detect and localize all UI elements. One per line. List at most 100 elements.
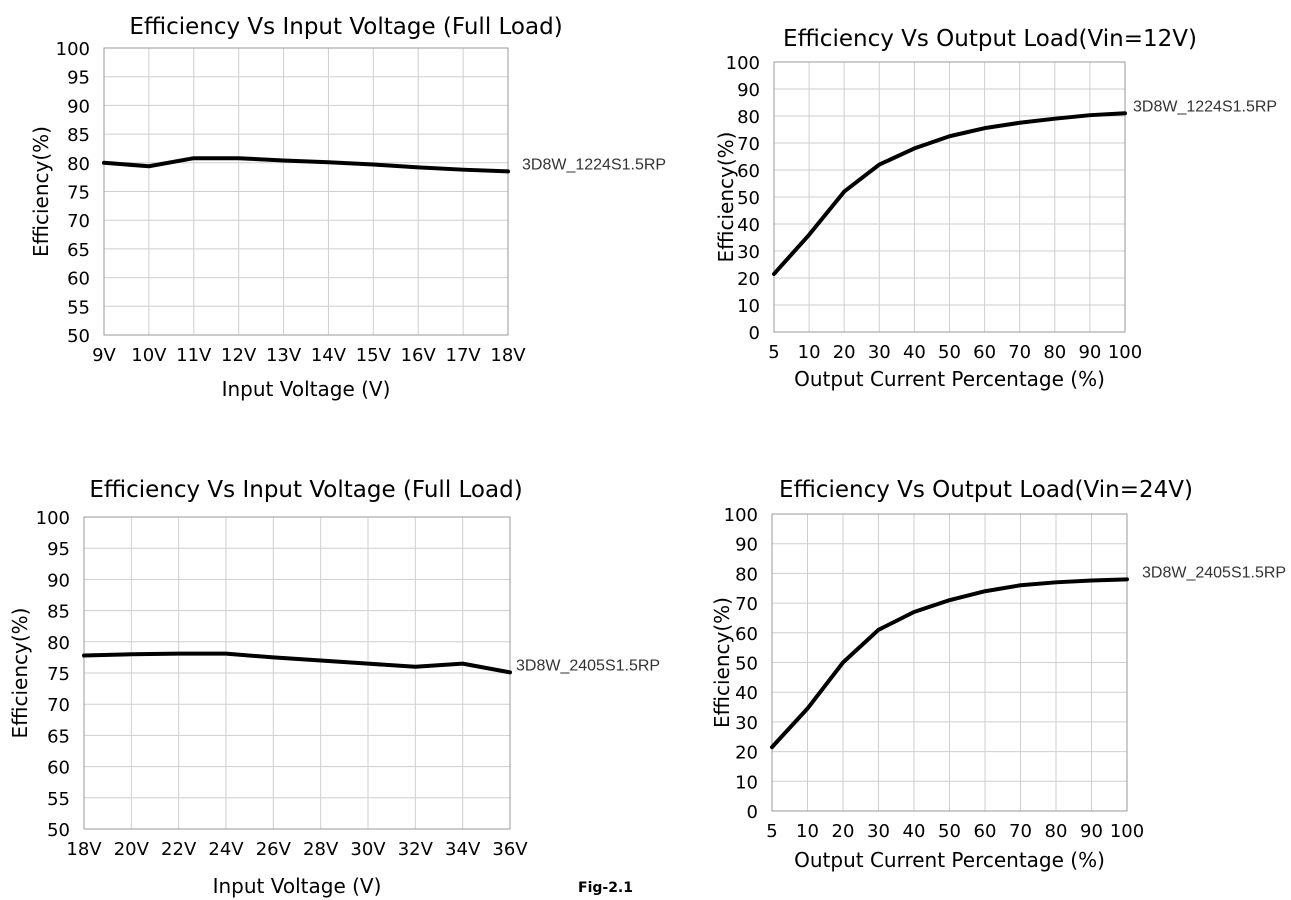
y-tick-label: 55: [47, 789, 70, 810]
y-tick-label: 40: [735, 683, 758, 704]
y-tick-label: 65: [47, 726, 70, 747]
y-tick-label: 95: [67, 68, 90, 89]
series-label: 3D8W_2405S1.5RP: [1142, 564, 1286, 581]
y-tick-label: 10: [737, 296, 760, 317]
x-axis-label: Input Voltage (V): [213, 874, 382, 898]
y-tick-label: 60: [735, 624, 758, 645]
x-tick-label: 70: [1009, 821, 1032, 842]
chart-title: Efficiency Vs Output Load(Vin=12V): [783, 26, 1197, 52]
x-tick-label: 70: [1008, 342, 1031, 363]
x-axis-label: Input Voltage (V): [222, 377, 391, 401]
y-tick-label: 95: [47, 539, 70, 560]
x-tick-label: 10: [798, 342, 821, 363]
x-tick-label: 100: [1108, 342, 1142, 363]
x-tick-label: 50: [938, 342, 961, 363]
x-tick-label: 30V: [350, 839, 386, 860]
x-tick-label: 16V: [401, 345, 437, 366]
x-tick-label: 50: [938, 821, 961, 842]
y-tick-label: 65: [67, 240, 90, 261]
x-tick-label: 9V: [92, 345, 116, 366]
x-tick-label: 40: [903, 821, 926, 842]
series-label: 3D8W_2405S1.5RP: [516, 657, 660, 674]
y-tick-label: 75: [47, 664, 70, 685]
series-label: 3D8W_1224S1.5RP: [522, 156, 666, 173]
y-tick-label: 70: [737, 134, 760, 155]
y-tick-label: 100: [36, 508, 70, 529]
x-tick-label: 30: [868, 342, 891, 363]
chart-title: Efficiency Vs Output Load(Vin=24V): [779, 477, 1193, 503]
y-tick-label: 70: [47, 695, 70, 716]
y-tick-label: 50: [47, 820, 70, 841]
x-tick-label: 13V: [266, 345, 302, 366]
y-axis-label: Efficiency(%): [714, 132, 738, 263]
x-tick-label: 17V: [446, 345, 482, 366]
x-tick-label: 11V: [176, 345, 212, 366]
x-tick-label: 24V: [208, 839, 244, 860]
x-tick-label: 5: [766, 821, 777, 842]
y-tick-label: 60: [737, 161, 760, 182]
x-tick-label: 28V: [303, 839, 339, 860]
y-tick-label: 75: [67, 183, 90, 204]
y-tick-label: 0: [749, 323, 760, 344]
x-tick-label: 20: [833, 342, 856, 363]
x-tick-label: 10V: [131, 345, 167, 366]
x-tick-label: 20: [832, 821, 855, 842]
x-tick-label: 90: [1080, 821, 1103, 842]
x-tick-label: 18V: [66, 839, 102, 860]
figure-caption: Fig-2.1: [578, 880, 633, 896]
x-tick-label: 20V: [114, 839, 150, 860]
y-axis-label: Efficiency(%): [710, 597, 734, 728]
x-tick-label: 15V: [356, 345, 392, 366]
series-line: [84, 654, 510, 673]
y-tick-label: 60: [67, 269, 90, 290]
x-tick-label: 10: [796, 821, 819, 842]
y-tick-label: 50: [737, 188, 760, 209]
x-tick-label: 90: [1078, 342, 1101, 363]
y-tick-label: 20: [737, 269, 760, 290]
y-tick-label: 80: [47, 633, 70, 654]
y-tick-label: 100: [724, 505, 758, 526]
y-tick-label: 40: [737, 215, 760, 236]
chart-title: Efficiency Vs Input Voltage (Full Load): [89, 477, 522, 503]
y-tick-label: 90: [737, 80, 760, 101]
x-tick-label: 34V: [445, 839, 481, 860]
x-tick-label: 80: [1045, 821, 1068, 842]
x-tick-label: 100: [1110, 821, 1144, 842]
y-tick-label: 70: [67, 211, 90, 232]
y-tick-label: 80: [737, 107, 760, 128]
x-axis-label: Output Current Percentage (%): [794, 848, 1105, 872]
x-tick-label: 12V: [221, 345, 257, 366]
y-tick-label: 30: [737, 242, 760, 263]
y-tick-label: 30: [735, 713, 758, 734]
x-tick-label: 36V: [492, 839, 528, 860]
y-tick-label: 85: [67, 125, 90, 146]
chart-title: Efficiency Vs Input Voltage (Full Load): [129, 14, 562, 40]
x-tick-label: 40: [903, 342, 926, 363]
y-tick-label: 90: [735, 535, 758, 556]
x-tick-label: 32V: [398, 839, 434, 860]
y-axis-label: Efficiency(%): [29, 126, 53, 257]
x-tick-label: 18V: [490, 345, 526, 366]
x-tick-label: 60: [973, 342, 996, 363]
y-tick-label: 10: [735, 772, 758, 793]
y-tick-label: 80: [67, 154, 90, 175]
x-tick-label: 30: [867, 821, 890, 842]
y-tick-label: 70: [735, 594, 758, 615]
x-axis-label: Output Current Percentage (%): [794, 367, 1105, 391]
y-tick-label: 60: [47, 758, 70, 779]
y-tick-label: 85: [47, 602, 70, 623]
x-tick-label: 60: [974, 821, 997, 842]
y-tick-label: 50: [67, 326, 90, 347]
y-tick-label: 0: [747, 802, 758, 823]
x-tick-label: 22V: [161, 839, 197, 860]
y-tick-label: 100: [726, 53, 760, 74]
y-tick-label: 100: [56, 39, 90, 60]
x-tick-label: 80: [1043, 342, 1066, 363]
y-tick-label: 50: [735, 654, 758, 675]
series-line: [104, 158, 508, 171]
